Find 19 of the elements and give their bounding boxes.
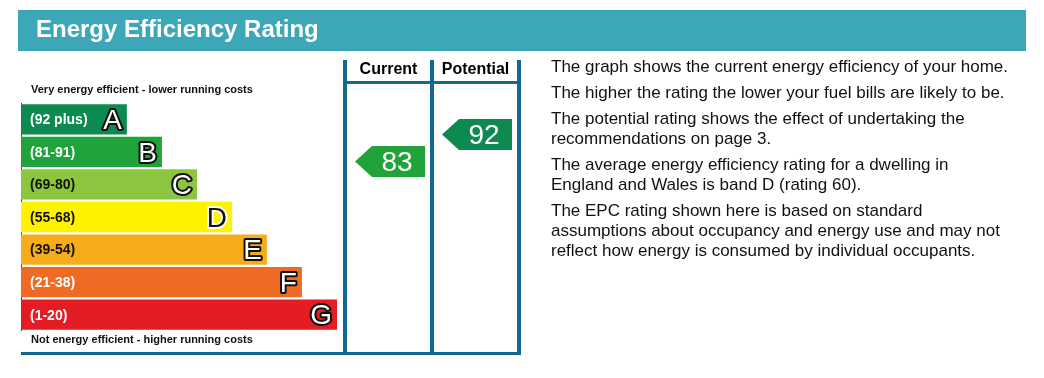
text: The average energy efficiency rating for a dwelling in England and Wales is band D (rating 60).	[551, 155, 950, 195]
category-label: (55-68) D	[30, 201, 228, 233]
text: The graph shows the current energy efficiency of your home.	[551, 57, 1010, 77]
text: The potential rating shows the effect of undertaking the recommendations on page 3.	[551, 109, 966, 149]
text: The higher the rating the lower your fuel bills are likely to be.	[551, 83, 1006, 103]
category-label: (1-20) G	[30, 299, 332, 331]
text: Potential	[440, 60, 511, 78]
text: Not energy efficient - higher running costs	[31, 333, 253, 345]
category-label: (39-54) E	[30, 234, 262, 266]
category-label: (81-91) B	[30, 136, 157, 168]
y-tick-label: (92 plus) A	[30, 104, 123, 135]
text: Very energy efficient - lower running costs	[31, 83, 253, 95]
category-label: (21-38) F	[30, 266, 297, 298]
text: Current	[358, 60, 419, 78]
chart-title: Energy Efficiency Rating	[36, 15, 319, 43]
text: The EPC rating shown here is based on standard assumptions about occupancy and energy use and may not reflect how energy is consumed by individual occupants.	[551, 201, 1001, 261]
text: 83	[380, 146, 414, 177]
text: 92	[467, 119, 501, 150]
category-label: (69-80) C	[30, 169, 193, 201]
